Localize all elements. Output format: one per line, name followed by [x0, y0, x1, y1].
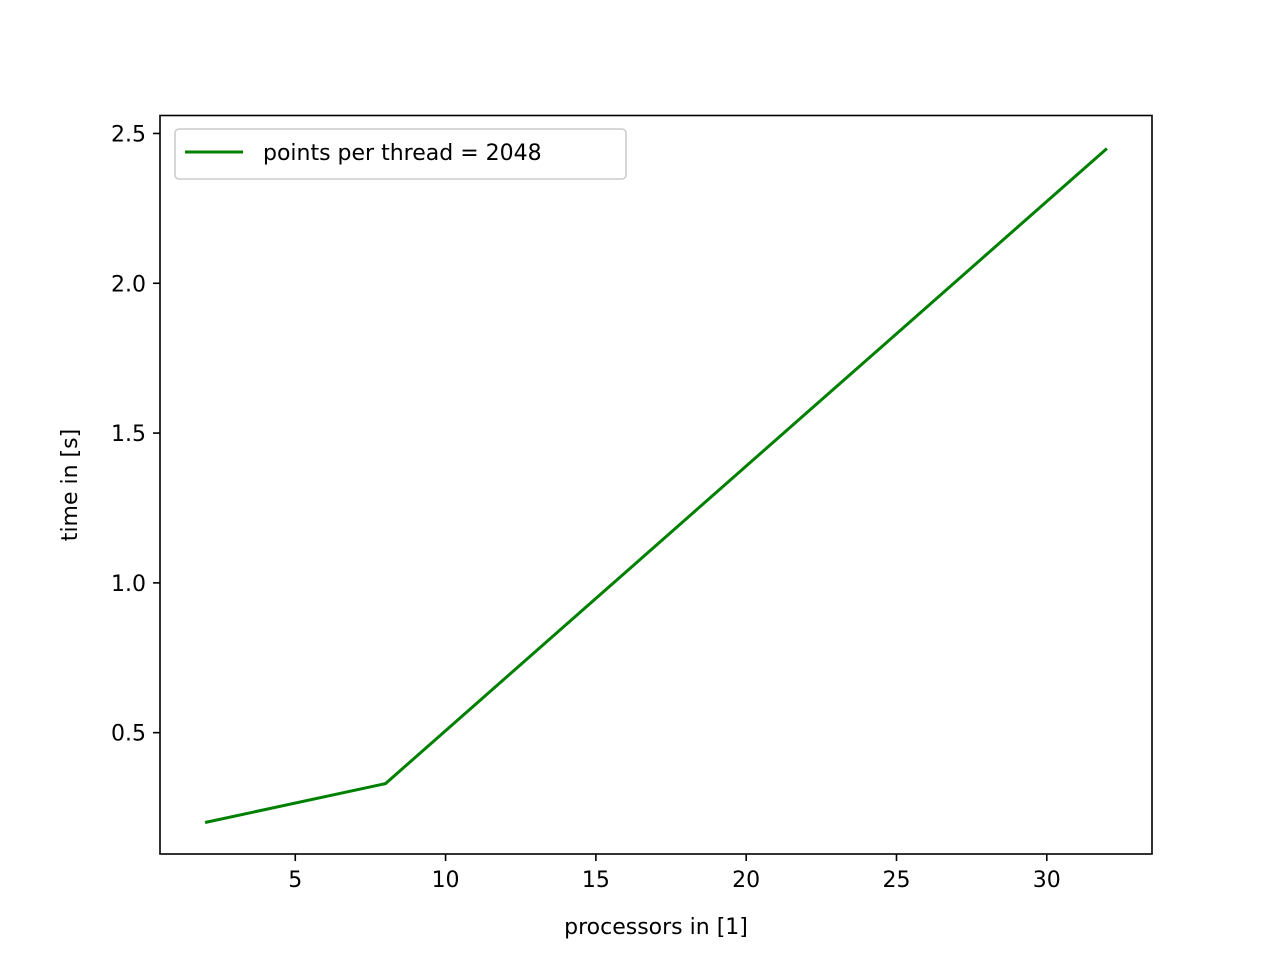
y-tick-label: 1.0	[111, 572, 146, 597]
legend-entry-label: points per thread = 2048	[263, 141, 542, 166]
plot-frame	[159, 114, 1153, 855]
y-tick-label: 2.5	[111, 122, 146, 147]
x-tick-label: 30	[1033, 868, 1061, 893]
series-line-0	[204, 147, 1108, 824]
x-tick-label: 25	[882, 868, 910, 893]
x-tick-label: 15	[582, 868, 610, 893]
x-tick-label: 20	[732, 868, 760, 893]
x-tick-label: 10	[432, 868, 460, 893]
y-axis-label: time in [s]	[58, 429, 83, 541]
x-axis-ticks: 5 10 15 20 25 30	[288, 854, 1061, 893]
y-tick-label: 1.5	[111, 422, 146, 447]
series-layer	[204, 147, 1108, 824]
x-axis-label: processors in [1]	[564, 915, 748, 940]
legend-box	[174, 128, 627, 180]
y-axis-ticks: 0.5 1.0 1.5 2.0 2.5	[111, 122, 160, 747]
y-tick-label: 2.0	[111, 272, 146, 297]
x-tick-label: 5	[288, 868, 302, 893]
legend: points per thread = 2048	[174, 128, 627, 180]
y-tick-label: 0.5	[111, 722, 146, 747]
